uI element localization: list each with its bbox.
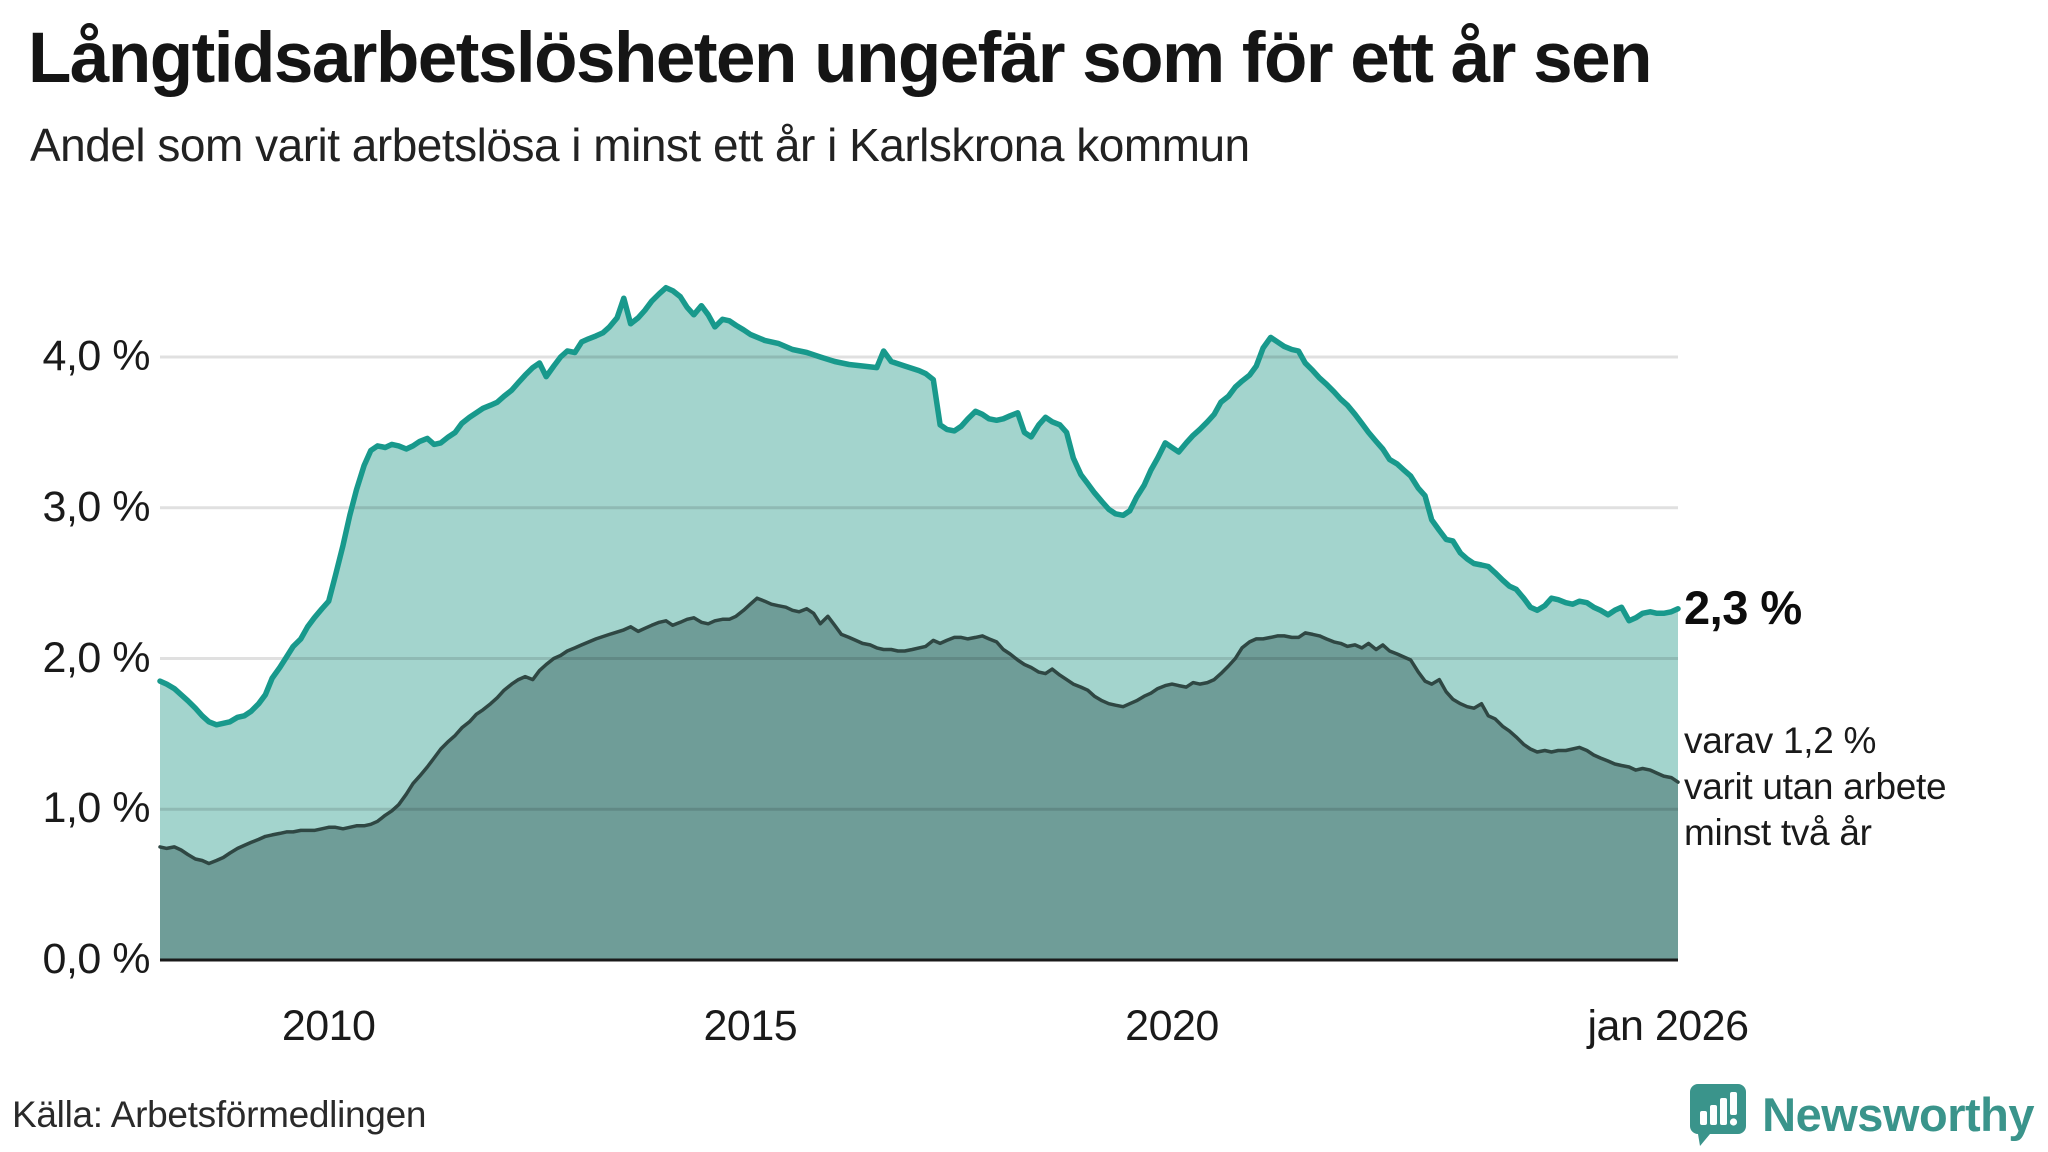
- series-line-1: [158, 596, 1680, 866]
- two-year-note-label: varav 1,2 % varit utan arbete minst två …: [1684, 720, 1947, 853]
- newsworthy-wordmark: Newsworthy: [1762, 1087, 2034, 1141]
- y-tick-label: 1,0 %: [42, 784, 151, 833]
- source-caption: Källa: Arbetsförmedlingen: [12, 1094, 427, 1135]
- area-fill-1: [160, 598, 1678, 960]
- newsworthy-logo: Newsworthy: [1688, 1082, 2034, 1146]
- newsworthy-bubble-chart-icon: [1688, 1082, 1748, 1146]
- x-tick-label: 2010: [281, 1002, 376, 1050]
- y-tick-label: 3,0 %: [42, 482, 151, 531]
- x-tick-label: 2015: [703, 1002, 798, 1050]
- series-line-0: [157, 284, 1681, 728]
- latest-value-label: 2,3 %: [1684, 581, 1802, 634]
- y-tick-label: 4,0 %: [42, 332, 151, 380]
- y-tick-label: 0,0 %: [42, 935, 151, 983]
- x-tick-label: jan 2026: [1587, 1002, 1750, 1050]
- page-title: Långtidsarbetslösheten ungefär som för e…: [28, 19, 1652, 98]
- y-tick-label: 2,0 %: [42, 633, 151, 682]
- page-subtitle: Andel som varit arbetslösa i minst ett å…: [30, 119, 1250, 171]
- x-tick-label: 2020: [1125, 1002, 1219, 1050]
